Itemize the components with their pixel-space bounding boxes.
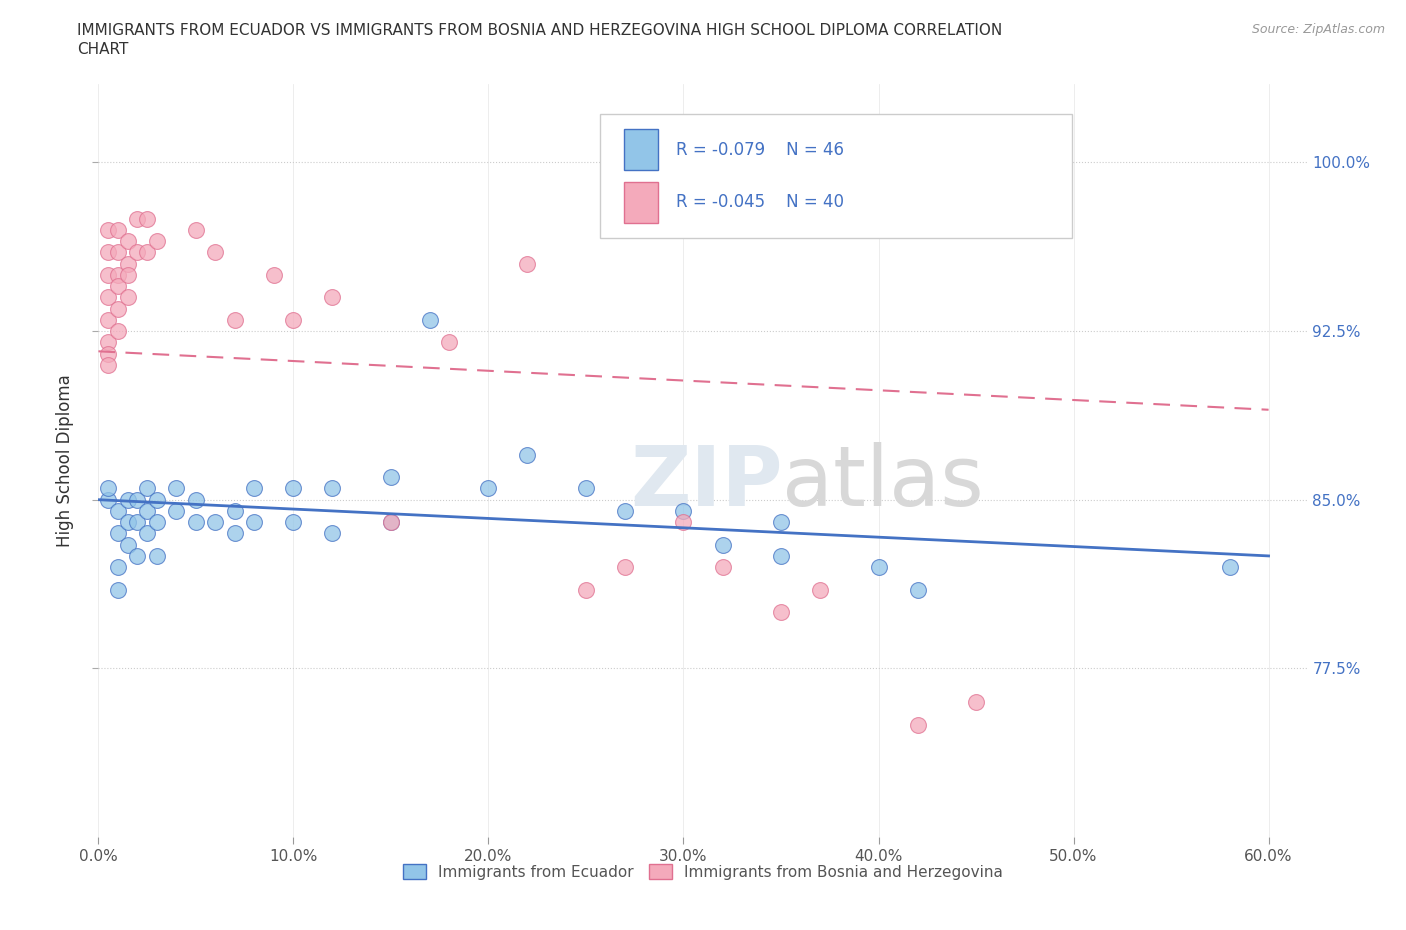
Point (283, 481, 305, 496)
Point (136, 481, 159, 496)
Point (907, 717, 929, 732)
Text: atlas: atlas (782, 443, 983, 524)
Point (711, 560, 734, 575)
Point (672, 514, 695, 529)
Point (97, 290, 120, 305)
FancyBboxPatch shape (624, 129, 658, 170)
Point (117, 256, 139, 271)
Point (380, 470, 402, 485)
Point (117, 233, 139, 248)
Point (907, 582, 929, 597)
Point (224, 312, 246, 327)
Point (107, 245, 129, 259)
Point (769, 549, 792, 564)
Point (146, 492, 169, 507)
Point (107, 279, 129, 294)
Point (127, 245, 149, 259)
Point (184, 222, 207, 237)
Point (97, 268, 120, 283)
Point (711, 538, 734, 552)
Point (808, 582, 831, 597)
Point (672, 503, 695, 518)
Point (107, 324, 129, 339)
Point (136, 211, 159, 226)
Point (321, 290, 343, 305)
Point (97, 492, 120, 507)
Point (868, 560, 890, 575)
Legend: Immigrants from Ecuador, Immigrants from Bosnia and Herzegovina: Immigrants from Ecuador, Immigrants from… (396, 857, 1010, 886)
Point (107, 268, 129, 283)
Point (263, 268, 285, 283)
Point (97, 346, 120, 361)
Point (146, 549, 169, 564)
Point (107, 582, 129, 597)
Point (127, 514, 149, 529)
Point (127, 211, 149, 226)
Point (243, 481, 266, 496)
Point (107, 222, 129, 237)
Point (136, 526, 159, 541)
Point (516, 256, 538, 271)
Point (380, 514, 402, 529)
Point (575, 481, 598, 496)
Point (204, 514, 226, 529)
Point (97, 357, 120, 372)
Point (769, 514, 792, 529)
Point (224, 503, 246, 518)
Point (97, 335, 120, 350)
Point (321, 481, 343, 496)
Point (127, 549, 149, 564)
Point (97, 312, 120, 327)
Point (614, 560, 637, 575)
Point (283, 514, 305, 529)
FancyBboxPatch shape (624, 181, 658, 223)
Point (965, 695, 987, 710)
Point (516, 447, 538, 462)
Point (146, 233, 169, 248)
Text: ZIP: ZIP (630, 443, 783, 524)
Point (117, 514, 139, 529)
Point (146, 514, 169, 529)
Point (117, 290, 139, 305)
Point (97, 245, 120, 259)
Point (97, 222, 120, 237)
Point (107, 526, 129, 541)
Point (165, 481, 187, 496)
Point (614, 503, 637, 518)
Point (107, 560, 129, 575)
Point (117, 268, 139, 283)
Point (117, 492, 139, 507)
Point (107, 301, 129, 316)
Point (380, 514, 402, 529)
Point (184, 514, 207, 529)
Text: Source: ZipAtlas.com: Source: ZipAtlas.com (1251, 23, 1385, 36)
Point (107, 503, 129, 518)
Point (127, 492, 149, 507)
Point (321, 526, 343, 541)
Text: CHART: CHART (77, 42, 129, 57)
Point (204, 245, 226, 259)
Point (243, 514, 266, 529)
Point (769, 604, 792, 619)
Point (419, 312, 441, 327)
Point (575, 582, 598, 597)
Point (477, 481, 499, 496)
Y-axis label: High School Diploma: High School Diploma (56, 374, 75, 547)
Point (136, 503, 159, 518)
Point (439, 335, 461, 350)
Point (136, 245, 159, 259)
Text: IMMIGRANTS FROM ECUADOR VS IMMIGRANTS FROM BOSNIA AND HERZEGOVINA HIGH SCHOOL DI: IMMIGRANTS FROM ECUADOR VS IMMIGRANTS FR… (77, 23, 1002, 38)
Point (283, 312, 305, 327)
Point (184, 492, 207, 507)
Point (165, 503, 187, 518)
FancyBboxPatch shape (600, 113, 1071, 238)
Point (1219, 560, 1241, 575)
Point (97, 481, 120, 496)
Point (224, 526, 246, 541)
Text: R = -0.045    N = 40: R = -0.045 N = 40 (676, 193, 845, 211)
Point (117, 538, 139, 552)
Text: R = -0.079    N = 46: R = -0.079 N = 46 (676, 140, 845, 159)
